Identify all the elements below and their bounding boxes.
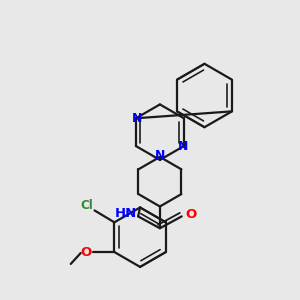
Text: HN: HN — [115, 207, 137, 220]
Text: O: O — [185, 208, 196, 221]
Text: Cl: Cl — [80, 199, 93, 212]
Text: N: N — [155, 149, 165, 162]
Text: O: O — [80, 245, 91, 259]
Text: N: N — [132, 112, 142, 125]
Text: N: N — [178, 140, 188, 152]
